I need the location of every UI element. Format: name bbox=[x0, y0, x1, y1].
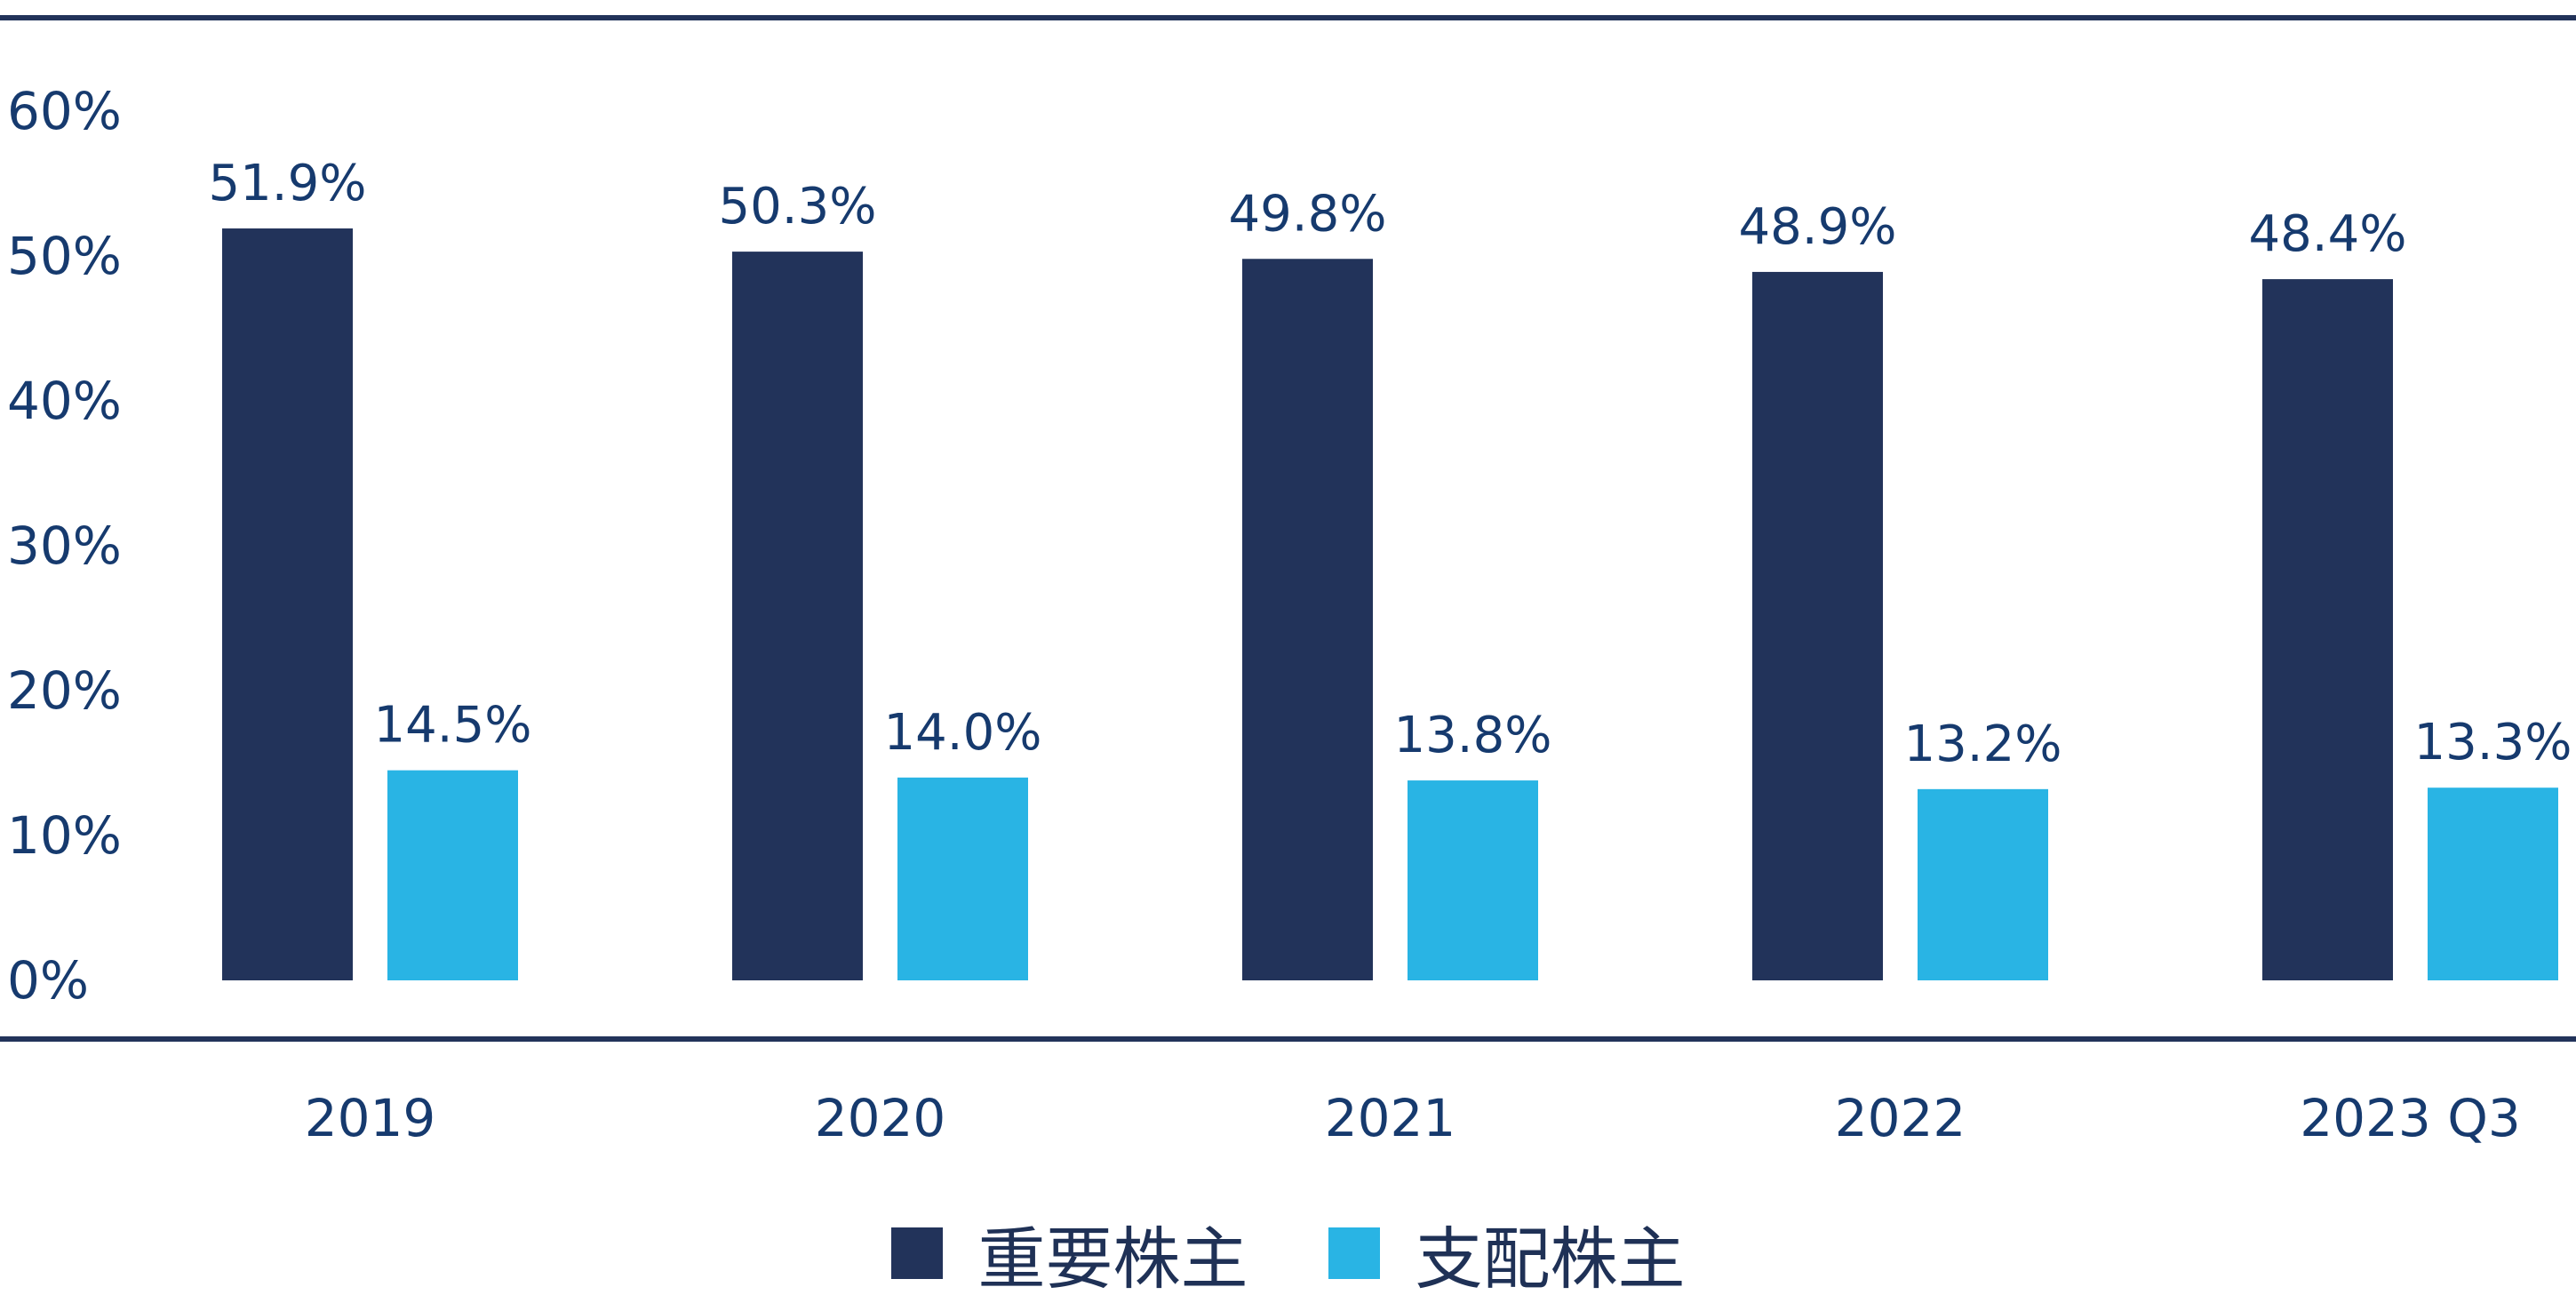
bar-2022-series-1 bbox=[1752, 271, 1883, 980]
x-axis-line bbox=[0, 1036, 2576, 1042]
legend-item-series-2: 支配株主 bbox=[1328, 1204, 1686, 1302]
x-tick-label: 2022 bbox=[1835, 1088, 1966, 1148]
data-label: 48.9% bbox=[1739, 198, 1897, 256]
bar-2020-series-1 bbox=[732, 252, 863, 980]
legend-item-series-1: 重要株主 bbox=[890, 1204, 1248, 1302]
top-border-line bbox=[0, 15, 2576, 20]
x-tick-label: 2019 bbox=[305, 1088, 436, 1148]
data-label: 13.8% bbox=[1394, 707, 1552, 764]
bar-2020-series-2 bbox=[897, 777, 1028, 980]
data-label: 48.4% bbox=[2249, 205, 2407, 263]
y-tick-label: 50% bbox=[7, 226, 122, 286]
data-label: 51.9% bbox=[209, 155, 367, 212]
legend-label-series-2: 支配株主 bbox=[1415, 1219, 1686, 1299]
bar-2022-series-2 bbox=[1918, 788, 2048, 980]
y-tick-label: 40% bbox=[7, 371, 122, 431]
bar-2023-Q3-series-2 bbox=[2428, 787, 2558, 980]
y-tick-label: 10% bbox=[7, 805, 122, 866]
legend-swatch-series-1 bbox=[890, 1227, 943, 1279]
legend-swatch-series-2 bbox=[1328, 1227, 1380, 1279]
y-tick-label: 20% bbox=[7, 660, 122, 721]
y-tick-label: 0% bbox=[7, 950, 89, 1011]
bar-2021-series-2 bbox=[1408, 780, 1538, 980]
bar-2019-series-2 bbox=[387, 770, 518, 980]
x-tick-label: 2021 bbox=[1325, 1088, 1456, 1148]
data-label: 13.2% bbox=[1904, 715, 2062, 773]
data-label: 13.3% bbox=[2414, 714, 2572, 771]
bar-2019-series-1 bbox=[222, 228, 353, 980]
bar-2021-series-1 bbox=[1242, 259, 1373, 980]
x-tick-label: 2023 Q3 bbox=[2300, 1088, 2521, 1148]
x-tick-label: 2020 bbox=[815, 1088, 946, 1148]
y-tick-label: 30% bbox=[7, 516, 122, 576]
bar-2023-Q3-series-1 bbox=[2262, 279, 2393, 981]
legend: 重要株主 支配株主 bbox=[0, 1204, 2576, 1302]
data-label: 49.8% bbox=[1229, 185, 1387, 243]
legend-label-series-1: 重要株主 bbox=[977, 1219, 1248, 1299]
data-label: 50.3% bbox=[719, 178, 877, 236]
data-label: 14.0% bbox=[884, 704, 1042, 762]
data-label: 14.5% bbox=[374, 697, 532, 755]
y-tick-label: 60% bbox=[7, 81, 122, 141]
